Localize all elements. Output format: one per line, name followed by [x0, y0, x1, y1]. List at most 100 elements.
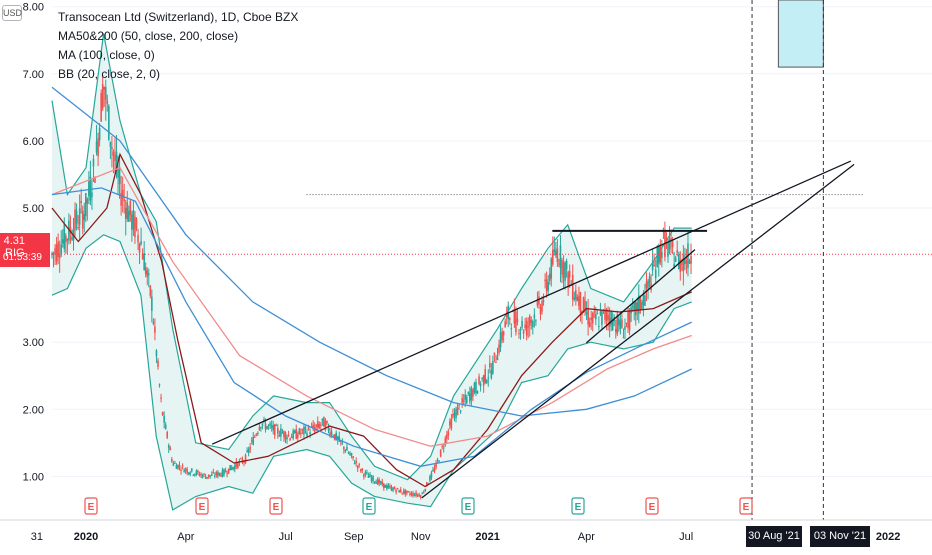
candle-body: [601, 311, 603, 325]
candle-body: [429, 476, 431, 481]
candle-body: [283, 431, 285, 438]
candle-body: [212, 471, 215, 474]
candle-body: [97, 138, 99, 157]
x-tick-label: 2022: [876, 531, 900, 543]
candle-body: [135, 218, 138, 229]
candle-body: [347, 452, 350, 454]
candle-body: [433, 468, 436, 472]
candle-body: [579, 292, 582, 313]
candle-body: [366, 472, 368, 474]
candle-body: [269, 423, 271, 426]
candle-body: [114, 154, 116, 161]
candle-body: [74, 209, 76, 230]
candle-body: [258, 427, 261, 431]
earnings-marker: [571, 497, 585, 515]
candle-body: [515, 311, 517, 333]
candle-body: [688, 260, 691, 264]
candle-body: [246, 450, 248, 452]
candle-body: [115, 151, 118, 171]
symbol-title[interactable]: Transocean Ltd (Switzerland), 1D, Cboe B…: [58, 10, 299, 24]
chart-legend: Transocean Ltd (Switzerland), 1D, Cboe B…: [58, 8, 298, 84]
candle-body: [88, 181, 90, 196]
candle-body: [399, 489, 402, 493]
candle-body: [441, 446, 443, 448]
candle-body: [624, 326, 626, 330]
candle-body: [206, 476, 208, 478]
earnings-marker-label: E: [743, 502, 750, 513]
x-tick-label: Apr: [177, 531, 194, 543]
earnings-marker: [645, 497, 659, 515]
candle-body: [432, 470, 434, 472]
currency-badge[interactable]: USD: [2, 5, 22, 21]
candle-body: [367, 475, 370, 478]
candle-body: [155, 350, 158, 357]
y-tick-label: 1.00: [23, 471, 44, 483]
candle-body: [267, 425, 270, 427]
candle-body: [653, 264, 655, 266]
indicator-ma50-200[interactable]: MA50&200 (50, close, 200, close): [58, 29, 239, 43]
candle-body: [571, 274, 574, 300]
candle-body: [461, 398, 463, 403]
candle-body: [181, 465, 184, 467]
candle-body: [559, 245, 562, 269]
candle-body: [292, 430, 294, 439]
candle-body: [189, 472, 192, 475]
candle-body: [445, 434, 448, 439]
candle-body: [123, 199, 125, 202]
candle-body: [275, 425, 278, 427]
candle-body: [673, 263, 675, 269]
candle-body: [487, 377, 490, 379]
candle-body: [235, 461, 238, 467]
candle-body: [607, 314, 609, 320]
indicator-ma100[interactable]: MA (100, close, 0): [58, 48, 155, 62]
candle-body: [465, 396, 468, 404]
earnings-marker-label: E: [575, 502, 582, 513]
earnings-marker: [195, 497, 209, 515]
candle-body: [58, 254, 61, 259]
candle-body: [679, 259, 682, 272]
candle-body: [656, 247, 659, 267]
trend-line: [421, 163, 855, 499]
candle-body: [183, 470, 185, 473]
candle-body: [101, 84, 104, 109]
earnings-marker-label: E: [465, 502, 472, 513]
candle-body: [177, 464, 179, 469]
candle-body: [184, 468, 187, 471]
candle-body: [266, 426, 268, 430]
candle-body: [204, 476, 207, 479]
candle-body: [218, 472, 221, 475]
candle-body: [591, 312, 594, 324]
candle-body: [298, 428, 301, 435]
candle-body: [373, 481, 376, 483]
candle-body: [596, 313, 599, 315]
candle-body: [379, 481, 382, 484]
candle-body: [436, 459, 439, 461]
candle-body: [533, 314, 536, 319]
candle-body: [57, 241, 59, 258]
candle-body: [627, 311, 629, 329]
indicator-bb[interactable]: BB (20, close, 2, 0): [58, 67, 161, 81]
candle-body: [343, 446, 345, 450]
candle-body: [195, 470, 198, 475]
candle-body: [117, 169, 119, 178]
ma-line-ma100: [51, 187, 692, 467]
candle-body: [447, 431, 450, 436]
candle-body: [350, 453, 353, 456]
drawings[interactable]: [211, 0, 864, 520]
candle-body: [323, 417, 325, 427]
candle-body: [124, 207, 127, 219]
candle-body: [519, 329, 522, 331]
candle-body: [98, 128, 101, 141]
candle-body: [498, 344, 500, 354]
candle-body: [280, 428, 282, 437]
candle-body: [146, 270, 149, 277]
candle-body: [336, 437, 339, 440]
candle-body: [278, 434, 281, 437]
candle-body: [638, 295, 640, 314]
candle-body: [174, 462, 176, 464]
candle-body: [226, 473, 228, 475]
candle-body: [599, 311, 602, 315]
